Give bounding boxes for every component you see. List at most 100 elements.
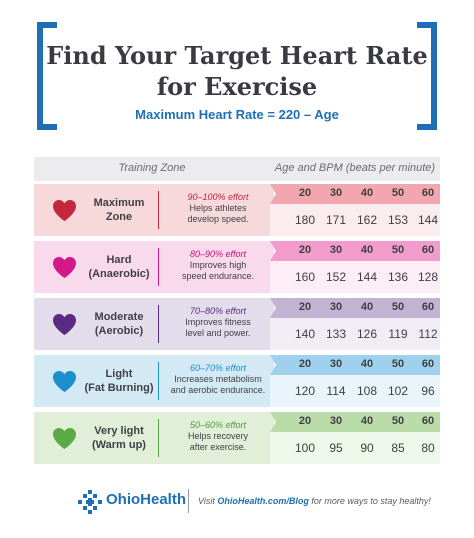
zone-name-line-2: (Aerobic) bbox=[94, 325, 144, 337]
zone-row: Moderate (Aerobic) 70–80% effort Improves f… bbox=[34, 298, 440, 350]
zone-name: Light (Fat Burning) bbox=[82, 367, 156, 395]
bpm-value: 162 bbox=[356, 213, 378, 227]
bpm-band: 140 133 126 119 112 bbox=[270, 318, 440, 350]
zone-name-line-2: (Fat Burning) bbox=[84, 382, 154, 394]
bpm-value: 136 bbox=[387, 270, 409, 284]
zone-values-panel: 20 30 40 50 60 180 171 162 153 144 bbox=[270, 184, 440, 236]
age-bpm-header: Age and BPM (beats per minute) bbox=[274, 162, 436, 174]
footer-text-before: Visit bbox=[198, 496, 218, 506]
zone-name: Maximum Zone bbox=[82, 196, 156, 224]
bpm-value: 128 bbox=[417, 270, 439, 284]
age-band: 20 30 40 50 60 bbox=[270, 355, 440, 375]
zone-name: Very light (Warm up) bbox=[82, 424, 156, 452]
age-value: 30 bbox=[329, 301, 343, 313]
bpm-value: 153 bbox=[387, 213, 409, 227]
blog-link[interactable]: OhioHealth.com/Blog bbox=[217, 496, 309, 506]
zone-divider bbox=[158, 248, 159, 286]
zone-name: Moderate (Aerobic) bbox=[82, 310, 156, 338]
age-value: 40 bbox=[360, 244, 374, 256]
bpm-value: 126 bbox=[356, 327, 378, 341]
footer-text-after: for more ways to stay healthy! bbox=[308, 496, 431, 506]
zone-divider bbox=[158, 362, 159, 400]
right-bracket-decoration bbox=[417, 22, 437, 130]
bpm-value: 160 bbox=[294, 270, 316, 284]
bpm-value: 100 bbox=[294, 441, 316, 455]
footer-message: Visit OhioHealth.com/Blog for more ways … bbox=[198, 496, 431, 506]
zone-info-panel: Moderate (Aerobic) 70–80% effort Improves f… bbox=[34, 298, 274, 350]
zone-description-line-1: Improves high bbox=[189, 260, 247, 270]
age-value: 50 bbox=[391, 187, 405, 199]
zone-name-line-1: Moderate bbox=[94, 311, 144, 323]
heart-icon bbox=[53, 314, 76, 335]
zone-row: Very light (Warm up) 50–60% effort Helps re… bbox=[34, 412, 440, 464]
title-line-1: Find Your Target Heart Rate bbox=[46, 41, 428, 70]
zone-name-line-1: Hard bbox=[106, 254, 132, 266]
zone-values-panel: 20 30 40 50 60 140 133 126 119 112 bbox=[270, 298, 440, 350]
zone-row: Light (Fat Burning) 60–70% effort Increases… bbox=[34, 355, 440, 407]
age-value: 60 bbox=[421, 415, 435, 427]
bpm-value: 133 bbox=[325, 327, 347, 341]
age-value: 40 bbox=[360, 187, 374, 199]
zone-effort: 60–70% effort bbox=[189, 363, 247, 373]
bpm-value: 108 bbox=[356, 384, 378, 398]
age-value: 50 bbox=[391, 301, 405, 313]
zone-description-line-2: speed endurance. bbox=[181, 271, 255, 281]
zone-description-line-2: develop speed. bbox=[187, 214, 249, 224]
bpm-value: 119 bbox=[388, 327, 408, 341]
bpm-value: 85 bbox=[391, 441, 405, 455]
zone-info-panel: Maximum Zone 90–100% effort Helps athletes d… bbox=[34, 184, 274, 236]
zone-info-panel: Light (Fat Burning) 60–70% effort Increases… bbox=[34, 355, 274, 407]
bpm-value: 102 bbox=[387, 384, 409, 398]
heart-icon bbox=[53, 428, 76, 449]
age-value: 60 bbox=[421, 187, 435, 199]
bpm-value: 96 bbox=[421, 384, 435, 398]
age-value: 30 bbox=[329, 244, 343, 256]
age-band: 20 30 40 50 60 bbox=[270, 184, 440, 204]
footer-brand: OhioHealth bbox=[106, 491, 187, 508]
zone-description-line-1: Increases metabolism bbox=[174, 374, 262, 384]
bpm-value: 144 bbox=[417, 213, 439, 227]
zone-description: Improves fitness level and power. bbox=[162, 317, 274, 339]
zone-values-panel: 20 30 40 50 60 160 152 144 136 128 bbox=[270, 241, 440, 293]
bpm-band: 100 95 90 85 80 bbox=[270, 432, 440, 464]
zone-row: Hard (Anaerobic) 80–90% effort Improves hig… bbox=[34, 241, 440, 293]
zone-description-line-2: and aerobic endurance. bbox=[170, 385, 266, 395]
zone-description: Improves high speed endurance. bbox=[162, 260, 274, 282]
bpm-value: 112 bbox=[418, 327, 438, 341]
zone-name-line-2: (Warm up) bbox=[92, 439, 146, 451]
age-value: 50 bbox=[391, 415, 405, 427]
heart-icon bbox=[53, 371, 76, 392]
zone-effort: 50–60% effort bbox=[189, 420, 247, 430]
age-band: 20 30 40 50 60 bbox=[270, 298, 440, 318]
bpm-band: 120 114 108 102 96 bbox=[270, 375, 440, 407]
training-zone-header: Training Zone bbox=[118, 162, 186, 174]
age-value: 20 bbox=[298, 358, 312, 370]
zone-name-line-2: Zone bbox=[105, 211, 133, 223]
bpm-value: 80 bbox=[421, 441, 435, 455]
zone-divider bbox=[158, 419, 159, 457]
age-value: 40 bbox=[360, 301, 374, 313]
bpm-value: 140 bbox=[294, 327, 316, 341]
age-value: 20 bbox=[298, 244, 312, 256]
age-value: 30 bbox=[329, 415, 343, 427]
age-value: 60 bbox=[421, 301, 435, 313]
bpm-value: 144 bbox=[356, 270, 378, 284]
age-value: 40 bbox=[360, 415, 374, 427]
zone-values-panel: 20 30 40 50 60 120 114 108 102 96 bbox=[270, 355, 440, 407]
zone-divider bbox=[158, 191, 159, 229]
page-subtitle: Maximum Heart Rate = 220 – Age bbox=[135, 107, 339, 122]
title-line-2: for Exercise bbox=[156, 72, 318, 101]
zone-divider bbox=[158, 305, 159, 343]
heart-icon bbox=[53, 200, 76, 221]
age-band: 20 30 40 50 60 bbox=[270, 241, 440, 261]
zone-effort: 80–90% effort bbox=[189, 249, 247, 259]
bpm-value: 95 bbox=[329, 441, 343, 455]
bpm-band: 180 171 162 153 144 bbox=[270, 204, 440, 236]
zone-effort: 90–100% effort bbox=[187, 192, 249, 202]
zone-info-panel: Very light (Warm up) 50–60% effort Helps re… bbox=[34, 412, 274, 464]
zone-name-line-1: Light bbox=[105, 368, 133, 380]
table-header: Training Zone Age and BPM (beats per min… bbox=[34, 157, 440, 181]
zone-name-line-1: Maximum bbox=[93, 197, 145, 209]
zone-name: Hard (Anaerobic) bbox=[82, 253, 156, 281]
zone-name-line-2: (Anaerobic) bbox=[88, 268, 150, 280]
